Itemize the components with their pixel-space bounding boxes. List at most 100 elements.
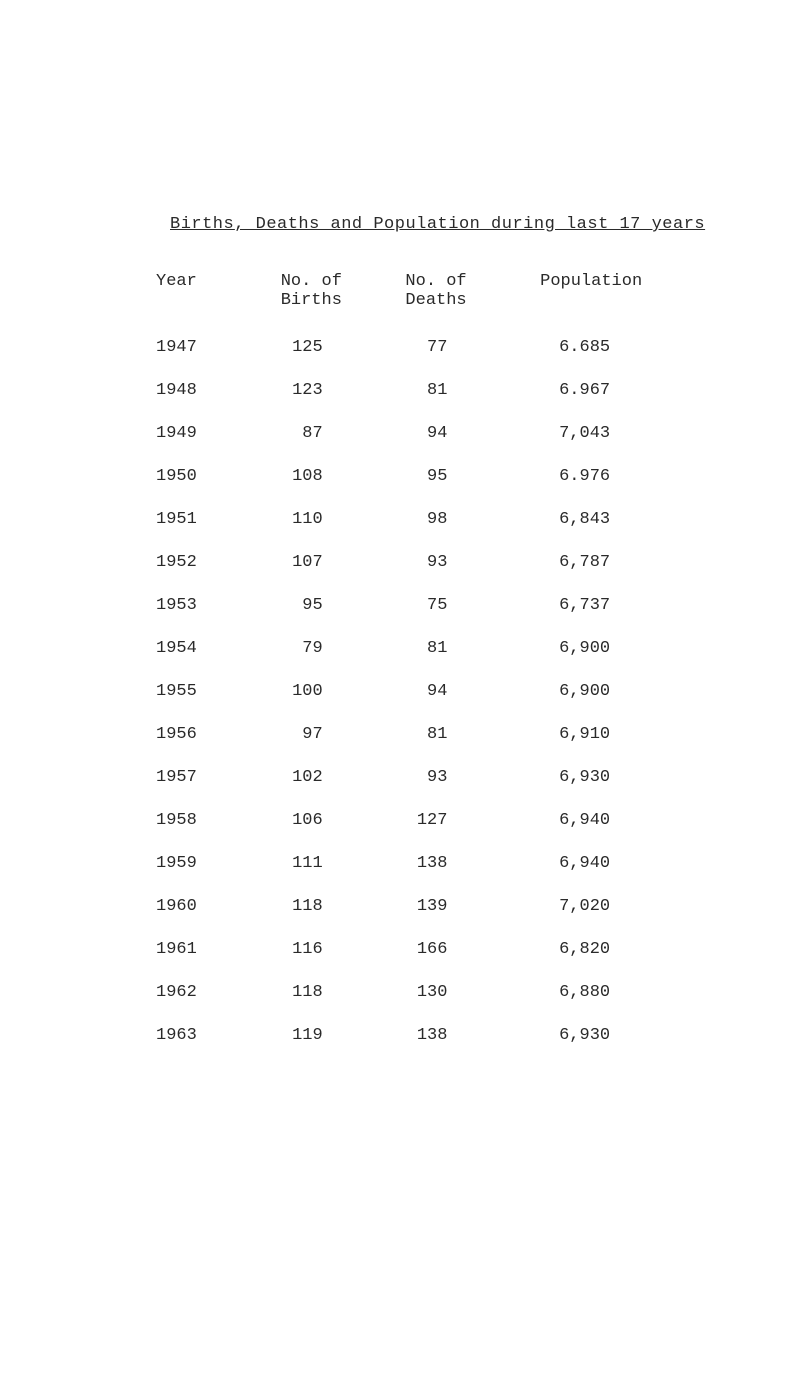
col-header-year: Year xyxy=(150,272,281,338)
value-year: 1959 xyxy=(156,854,204,873)
value-deaths: 138 xyxy=(405,1026,447,1045)
cell-year: 1954 xyxy=(150,639,281,682)
value-deaths: 138 xyxy=(405,854,447,873)
value-population: 6,880 xyxy=(540,983,610,1002)
value-population: 6,820 xyxy=(540,940,610,959)
cell-births: 118 xyxy=(281,897,406,940)
document-page: Births , Deaths and Population during las… xyxy=(0,0,800,1069)
value-births: 125 xyxy=(281,338,323,357)
cell-population: 7,043 xyxy=(540,424,680,467)
cell-deaths: 138 xyxy=(405,1026,540,1069)
cell-population: 6,930 xyxy=(540,1026,680,1069)
value-population: 6.976 xyxy=(540,467,610,486)
cell-population: 6.967 xyxy=(540,381,680,424)
population-table: Year No. of Births No. of Deaths Populat… xyxy=(150,272,680,1069)
value-births: 111 xyxy=(281,854,323,873)
cell-year: 1950 xyxy=(150,467,281,510)
cell-deaths: 138 xyxy=(405,854,540,897)
cell-births: 79 xyxy=(281,639,406,682)
value-births: 123 xyxy=(281,381,323,400)
table-row: 1950 108 95 6.976 xyxy=(150,467,680,510)
cell-population: 6,820 xyxy=(540,940,680,983)
table-row: 195697816,910 xyxy=(150,725,680,768)
col-header-deaths: No. of Deaths xyxy=(405,272,540,338)
cell-population: 6,910 xyxy=(540,725,680,768)
value-population: 6,737 xyxy=(540,596,610,615)
cell-births: 100 xyxy=(281,682,406,725)
value-year: 1948 xyxy=(156,381,204,400)
value-population: 6,900 xyxy=(540,639,610,658)
cell-population: 6,900 xyxy=(540,682,680,725)
value-population: 7,020 xyxy=(540,897,610,916)
value-births: 118 xyxy=(281,983,323,1002)
cell-year: 1948 xyxy=(150,381,281,424)
cell-year: 1953 xyxy=(150,596,281,639)
value-deaths: 166 xyxy=(405,940,447,959)
cell-births: 116 xyxy=(281,940,406,983)
table-row: 1948123816.967 xyxy=(150,381,680,424)
col-header-deaths-l2: Deaths xyxy=(405,291,466,310)
value-population: 6,940 xyxy=(540,854,610,873)
value-year: 1963 xyxy=(156,1026,204,1045)
cell-deaths: 94 xyxy=(405,682,540,725)
value-deaths: 98 xyxy=(405,510,447,529)
cell-births: 123 xyxy=(281,381,406,424)
table-row: 1959 111 138 6,940 xyxy=(150,854,680,897)
cell-deaths: 81 xyxy=(405,725,540,768)
table-row: 1962 118 130 6,880 xyxy=(150,983,680,1026)
table-row: 1960 118139 7,020 xyxy=(150,897,680,940)
value-deaths: 94 xyxy=(405,682,447,701)
value-births: 110 xyxy=(281,510,323,529)
col-header-population: Population xyxy=(540,272,680,338)
value-deaths: 139 xyxy=(405,897,447,916)
cell-deaths: 93 xyxy=(405,553,540,596)
value-deaths: 93 xyxy=(405,553,447,572)
table-row: 1955100946,900 xyxy=(150,682,680,725)
cell-population: 6.685 xyxy=(540,338,680,381)
cell-year: 1949 xyxy=(150,424,281,467)
value-year: 1958 xyxy=(156,811,204,830)
value-deaths: 81 xyxy=(405,639,447,658)
value-deaths: 75 xyxy=(405,596,447,615)
cell-year: 1960 xyxy=(150,897,281,940)
cell-population: 6.976 xyxy=(540,467,680,510)
cell-births: 95 xyxy=(281,596,406,639)
value-population: 6,930 xyxy=(540,768,610,787)
col-header-population-text: Population xyxy=(540,272,642,291)
cell-births: 118 xyxy=(281,983,406,1026)
cell-births: 110 xyxy=(281,510,406,553)
table-row: 19539575 6,737 xyxy=(150,596,680,639)
value-population: 6,787 xyxy=(540,553,610,572)
value-births: 108 xyxy=(281,467,323,486)
cell-deaths: 77 xyxy=(405,338,540,381)
cell-year: 1962 xyxy=(150,983,281,1026)
cell-births: 125 xyxy=(281,338,406,381)
cell-population: 6,843 xyxy=(540,510,680,553)
value-year: 1947 xyxy=(156,338,204,357)
cell-population: 7,020 xyxy=(540,897,680,940)
cell-deaths: 139 xyxy=(405,897,540,940)
value-year: 1950 xyxy=(156,467,204,486)
value-deaths: 95 xyxy=(405,467,447,486)
value-births: 100 xyxy=(281,682,323,701)
cell-year: 1958 xyxy=(150,811,281,854)
value-population: 6,940 xyxy=(540,811,610,830)
table-row: 1952107936,787 xyxy=(150,553,680,596)
value-year: 1962 xyxy=(156,983,204,1002)
cell-year: 1952 xyxy=(150,553,281,596)
page-title: Births, Deaths and Population during las… xyxy=(170,215,720,234)
col-header-deaths-l1: No. of xyxy=(405,272,466,291)
cell-population: 6,787 xyxy=(540,553,680,596)
value-year: 1957 xyxy=(156,768,204,787)
value-year: 1960 xyxy=(156,897,204,916)
value-deaths: 130 xyxy=(405,983,447,1002)
col-header-births-l2: Births xyxy=(281,291,342,310)
cell-births: 111 xyxy=(281,854,406,897)
value-births: 106 xyxy=(281,811,323,830)
cell-population: 6,900 xyxy=(540,639,680,682)
title-rest: , Deaths and Population during last 17 y… xyxy=(234,215,705,234)
value-year: 1951 xyxy=(156,510,204,529)
value-births: 102 xyxy=(281,768,323,787)
cell-deaths: 94 xyxy=(405,424,540,467)
cell-population: 6,880 xyxy=(540,983,680,1026)
